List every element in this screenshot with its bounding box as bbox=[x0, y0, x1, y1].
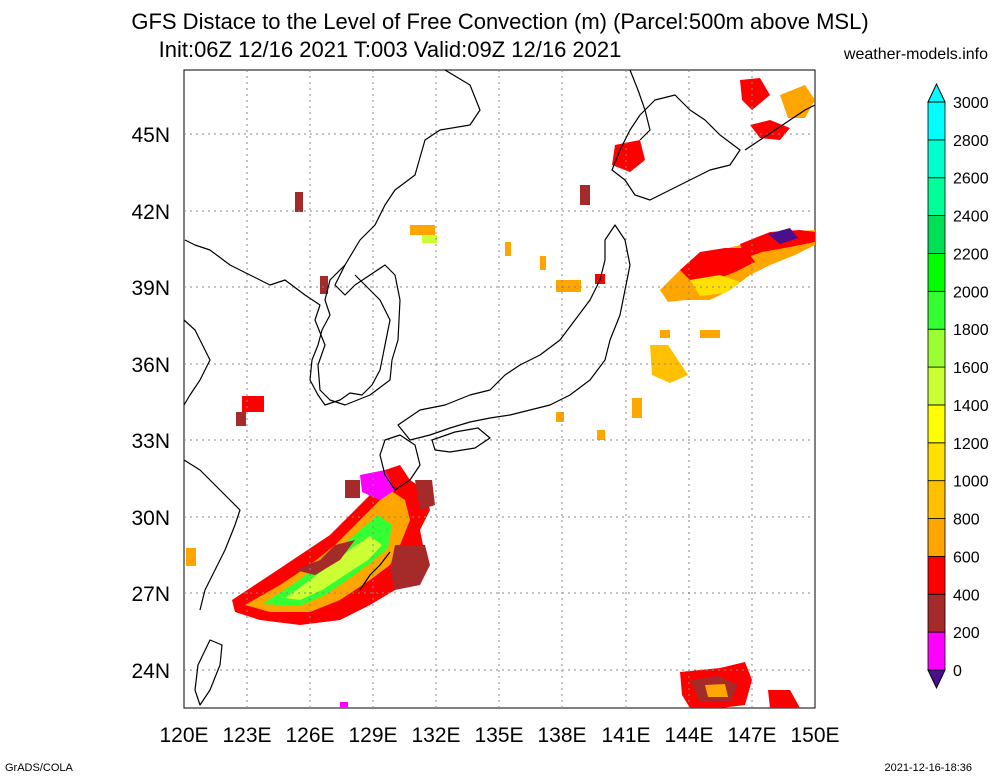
colorbar-label: 1600 bbox=[953, 360, 989, 377]
colorbar-label: 600 bbox=[953, 549, 980, 566]
colorbar-segment bbox=[927, 366, 946, 406]
x-tick-135: 135E bbox=[474, 724, 523, 747]
colorbar-segment bbox=[927, 139, 946, 179]
colorbar-segment bbox=[927, 328, 946, 368]
source-credit: weather-models.info bbox=[843, 46, 988, 63]
x-tick-120: 120E bbox=[159, 724, 208, 747]
colorbar-segment bbox=[927, 442, 946, 482]
korea-coast bbox=[309, 264, 391, 406]
colorbar-label: 2200 bbox=[953, 246, 989, 263]
colorbar-high-arrow bbox=[927, 82, 946, 103]
colorbar-segment bbox=[927, 556, 946, 595]
colorbar-segment bbox=[927, 631, 946, 671]
colorbar-label: 2000 bbox=[953, 284, 989, 301]
y-axis-labels: 24N 27N 30N 33N 36N 39N 42N 45N bbox=[131, 124, 170, 683]
kyushu-coast bbox=[379, 434, 421, 491]
x-tick-141: 141E bbox=[601, 724, 650, 747]
graticule bbox=[184, 70, 815, 708]
y-tick-33: 33N bbox=[131, 430, 170, 453]
colorbar-label: 1200 bbox=[953, 436, 989, 453]
taiwan-coast bbox=[194, 639, 223, 706]
x-tick-132: 132E bbox=[411, 724, 460, 747]
colorbar-segment bbox=[927, 518, 946, 557]
colorbar-label: 2600 bbox=[953, 171, 989, 188]
colorbar-segment bbox=[927, 593, 946, 633]
x-tick-147: 147E bbox=[727, 724, 776, 747]
colorbar: 0 200 400 600 800 1000 1200 1400 1600 1800 2000 220… bbox=[927, 82, 989, 690]
x-tick-123: 123E bbox=[222, 724, 271, 747]
y-tick-36: 36N bbox=[131, 354, 170, 377]
colorbar-label: 2400 bbox=[953, 209, 989, 226]
china-southeast-coast bbox=[183, 459, 241, 611]
colorbar-low-arrow bbox=[927, 669, 946, 690]
x-tick-150: 150E bbox=[790, 724, 839, 747]
east-china-sea-band bbox=[232, 465, 435, 625]
sakhalin-coast bbox=[629, 69, 651, 141]
colorbar-label: 0 bbox=[953, 663, 962, 680]
x-tick-126: 126E bbox=[285, 724, 334, 747]
honshu-coast bbox=[397, 224, 631, 441]
colorbar-label: 800 bbox=[953, 512, 980, 529]
colorbar-segment bbox=[927, 480, 946, 519]
x-tick-138: 138E bbox=[537, 724, 586, 747]
y-tick-30: 30N bbox=[131, 507, 170, 530]
y-tick-24: 24N bbox=[131, 660, 170, 683]
colorbar-segment bbox=[927, 253, 946, 292]
x-tick-144: 144E bbox=[664, 724, 713, 747]
y-tick-39: 39N bbox=[131, 277, 170, 300]
colorbar-segment bbox=[927, 177, 946, 217]
colorbar-label: 1800 bbox=[953, 322, 989, 339]
colorbar-label: 3000 bbox=[953, 95, 989, 112]
colorbar-label: 1000 bbox=[953, 474, 989, 491]
asian-mainland-coast bbox=[184, 69, 481, 406]
footer-software: GrADS/COLA bbox=[5, 762, 73, 774]
colorbar-label: 2800 bbox=[953, 133, 989, 150]
south-pacific bbox=[680, 662, 800, 708]
coastlines bbox=[183, 69, 816, 706]
y-tick-42: 42N bbox=[131, 201, 170, 224]
pacific-east-of-tohoku bbox=[632, 228, 815, 418]
colorbar-label: 400 bbox=[953, 587, 980, 604]
shikoku-coast bbox=[431, 427, 491, 453]
colorbar-segment bbox=[927, 290, 946, 330]
y-tick-27: 27N bbox=[131, 583, 170, 606]
colorbar-segment bbox=[927, 101, 946, 141]
colorbar-segment bbox=[927, 215, 946, 254]
x-axis-labels: 120E 123E 126E 129E 132E 135E 138E 141E … bbox=[159, 724, 839, 747]
chart-title: GFS Distace to the Level of Free Convect… bbox=[131, 9, 869, 34]
kuril-islands bbox=[744, 104, 816, 151]
colorbar-segment bbox=[927, 404, 946, 444]
y-tick-45: 45N bbox=[131, 124, 170, 147]
hokkaido-coast bbox=[611, 94, 741, 201]
colorbar-label: 1400 bbox=[953, 398, 989, 415]
china-east-coast bbox=[183, 319, 211, 406]
ryukyu-islands bbox=[359, 551, 391, 591]
footer-timestamp: 2021-12-16-18:36 bbox=[884, 762, 972, 774]
chart-subtitle: Init:06Z 12/16 2021 T:003 Valid:09Z 12/1… bbox=[158, 37, 622, 62]
colorbar-label: 200 bbox=[953, 625, 980, 642]
x-tick-129: 129E bbox=[348, 724, 397, 747]
